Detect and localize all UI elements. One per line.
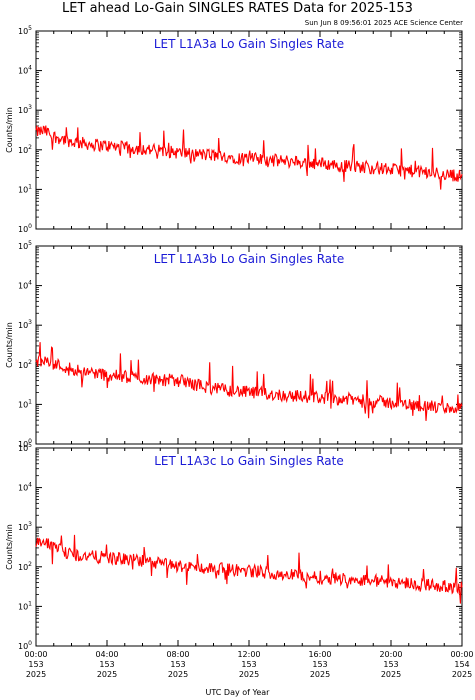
x-tick-label: 154 bbox=[454, 660, 469, 669]
y-axis-label: Counts/min bbox=[5, 322, 14, 368]
data-series-line bbox=[35, 534, 463, 604]
x-axis-label: UTC Day of Year bbox=[205, 688, 270, 697]
x-tick-label: 2025 bbox=[168, 670, 188, 679]
y-tick-label: 102 bbox=[18, 359, 32, 370]
y-axis-label: Counts/min bbox=[5, 107, 14, 153]
data-series-line bbox=[35, 125, 463, 190]
x-tick-label: 153 bbox=[241, 660, 256, 669]
x-tick-label: 153 bbox=[170, 660, 185, 669]
x-tick-label: 153 bbox=[383, 660, 398, 669]
x-tick-label: 2025 bbox=[239, 670, 259, 679]
y-tick-label: 100 bbox=[18, 640, 32, 651]
page-title: LET ahead Lo-Gain SINGLES RATES Data for… bbox=[62, 1, 413, 16]
x-tick-label: 16:00 bbox=[308, 650, 331, 659]
x-tick-label: 00:00 bbox=[450, 650, 473, 659]
chart-panel-1: 100 101 102 103 104 105 Counts/min LET L1A3a Lo… bbox=[5, 25, 463, 234]
x-tick-label: 08:00 bbox=[166, 650, 189, 659]
data-series-line bbox=[35, 342, 463, 421]
y-tick-label: 101 bbox=[18, 398, 32, 409]
chart-panel-2: 100 101 102 103 104 105 Counts/min LET L1A3b Lo… bbox=[5, 240, 463, 449]
y-tick-label: 103 bbox=[18, 319, 32, 330]
x-tick-label: 12:00 bbox=[237, 650, 260, 659]
panel-title: LET L1A3c Lo Gain Singles Rate bbox=[154, 454, 344, 468]
x-tick-label: 20:00 bbox=[379, 650, 402, 659]
y-axis-label: Counts/min bbox=[5, 524, 14, 570]
x-tick-label: 2025 bbox=[26, 670, 46, 679]
x-tick-label: 153 bbox=[28, 660, 43, 669]
y-tick-label: 105 bbox=[18, 442, 32, 453]
x-tick-label: 2025 bbox=[381, 670, 401, 679]
x-tick-label: 04:00 bbox=[95, 650, 118, 659]
y-tick-label: 101 bbox=[18, 600, 32, 611]
y-tick-label: 104 bbox=[18, 280, 32, 291]
x-tick-label: 153 bbox=[312, 660, 327, 669]
y-tick-label: 105 bbox=[18, 240, 32, 251]
y-tick-label: 104 bbox=[18, 482, 32, 493]
y-tick-label: 105 bbox=[18, 25, 32, 36]
panel-title: LET L1A3b Lo Gain Singles Rate bbox=[154, 252, 345, 266]
y-tick-label: 100 bbox=[18, 438, 32, 449]
x-tick-label: 2025 bbox=[452, 670, 472, 679]
panel-title: LET L1A3a Lo Gain Singles Rate bbox=[154, 37, 344, 51]
y-tick-label: 100 bbox=[18, 223, 32, 234]
plot-frame bbox=[35, 245, 463, 445]
x-tick-label: 2025 bbox=[97, 670, 117, 679]
chart-panel-3: 100 101 102 103 104 105 Counts/min LET L1A3c Lo… bbox=[5, 442, 463, 651]
x-tick-label: 153 bbox=[99, 660, 114, 669]
timestamp: Sun Jun 8 09:56:01 2025 ACE Science Cent… bbox=[304, 19, 463, 27]
y-tick-label: 101 bbox=[18, 183, 32, 194]
y-tick-label: 103 bbox=[18, 521, 32, 532]
x-tick-label: 2025 bbox=[310, 670, 330, 679]
y-tick-label: 103 bbox=[18, 104, 32, 115]
plot-frame bbox=[35, 447, 463, 647]
y-tick-label: 104 bbox=[18, 65, 32, 76]
plot-frame bbox=[35, 30, 463, 230]
y-tick-label: 102 bbox=[18, 144, 32, 155]
x-tick-label: 00:00 bbox=[24, 650, 47, 659]
y-tick-label: 102 bbox=[18, 561, 32, 572]
